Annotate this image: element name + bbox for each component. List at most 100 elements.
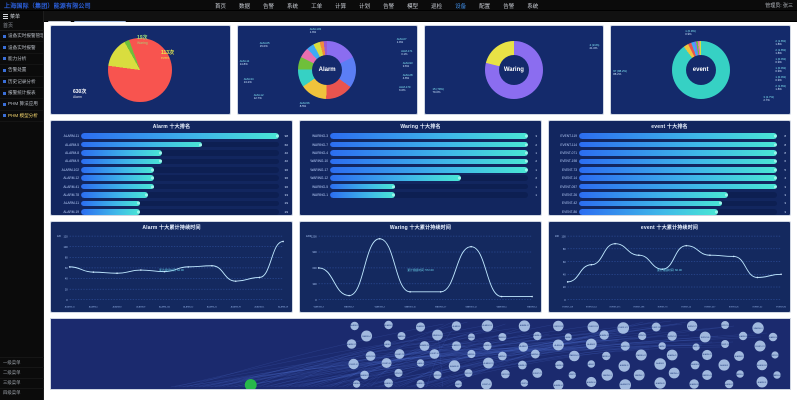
bar-fill	[579, 201, 722, 207]
svg-text:EVENT-119: EVENT-119	[562, 306, 573, 308]
alarm-duration-line: 120 120 100 80 60 40 20 0 累计持续时间: 62.00 ALARM-11 A…	[54, 232, 289, 310]
pie-label-event: 113次 event	[161, 49, 174, 60]
top-nav-item-13[interactable]: 系统	[527, 2, 538, 10]
svg-text:WARING-1: WARING-1	[527, 305, 538, 308]
sidebar-item-4[interactable]: 历史记录分析	[0, 77, 43, 88]
bar-label: ALARM-78	[55, 193, 81, 197]
top-nav-item-7[interactable]: 告警	[383, 2, 394, 10]
top-bar: 上海国际（集团）能源有限公司 首页 数据 告警 系统 工单 计算 计划 告警 模型 巡检 设备 配置告…	[0, 0, 797, 11]
top-nav[interactable]: 首页 数据 告警 系统 工单 计算 计划 告警 模型 巡检 设备 配置 告警 系统	[215, 0, 538, 11]
svg-text:EVENT-73: EVENT-73	[688, 326, 696, 328]
bar-fill	[81, 209, 140, 215]
event-donut-center: event	[693, 67, 709, 73]
sidebar-footer[interactable]: 一级菜单 二级菜单 三级菜单 四级菜单	[0, 357, 44, 398]
sidebar: 菜单 首页 设备实时报警管理 设备实时报警 能力分析 告警处置 历史记录分析 报警统计报表…	[0, 11, 44, 400]
sidebar-footer-item-3[interactable]: 四级菜单	[0, 388, 44, 398]
top-nav-item-12[interactable]: 告警	[503, 2, 514, 10]
svg-text:WARING-4: WARING-4	[375, 305, 386, 308]
sidebar-item-label: 能力分析	[8, 56, 26, 62]
sidebar-item-label: 设备实时报警	[8, 45, 36, 51]
sidebar-item-3[interactable]: 告警处置	[0, 65, 43, 76]
bar-label: EVENT-057	[553, 185, 579, 189]
top-nav-item-2[interactable]: 告警	[263, 2, 274, 10]
sidebar-item-5[interactable]: 报警统计报表	[0, 88, 43, 99]
svg-text:ALARM-102: ALARM-102	[483, 324, 493, 327]
svg-text:ALARM-8: ALARM-8	[417, 325, 425, 328]
bar-row: WARING-7 2	[304, 140, 537, 148]
donut-label-6: ALM-56 8.5%	[300, 102, 310, 109]
waring-donut-center: Waring	[504, 67, 524, 73]
bar-label: WARING-10	[304, 159, 330, 163]
top-nav-item-4[interactable]: 工单	[311, 2, 322, 10]
bar-row: EVENT-071 8	[553, 149, 786, 157]
bar-value: 29	[279, 210, 288, 214]
svg-text:EVENT-114: EVENT-114	[720, 344, 729, 346]
sidebar-item-label: 报警统计报表	[8, 90, 36, 96]
bar-value: 36	[279, 176, 288, 180]
bar-track	[579, 133, 777, 139]
bar-row: ALARM-102 36	[55, 166, 288, 174]
bar-fill	[81, 192, 148, 198]
bar-track	[579, 142, 777, 148]
bar-fill	[81, 184, 154, 190]
bar-fill	[579, 150, 777, 156]
svg-text:WARING-7: WARING-7	[344, 305, 355, 308]
sidebar-footer-item-0[interactable]: 一级菜单	[0, 357, 44, 367]
bar-row: ALARM-41 36	[55, 182, 288, 190]
bullet-icon	[3, 35, 6, 38]
pie-label-Alarm: 630次 Alarm	[73, 88, 86, 99]
svg-text:WARING-3: WARING-3	[754, 327, 763, 330]
svg-text:累计持续时间: 62.00: 累计持续时间: 62.00	[159, 268, 184, 272]
top-nav-item-11[interactable]: 配置	[479, 2, 490, 10]
svg-text:EVENT-071: EVENT-071	[464, 373, 473, 375]
top-nav-item-8[interactable]: 模型	[407, 2, 418, 10]
network-graph[interactable]: ALARM-11 ALARM-5 ALARM-8 ALARM-9 ALARM-102 AL…	[50, 318, 791, 390]
bar-label: ALARM-9	[55, 159, 81, 163]
svg-text:60: 60	[65, 266, 68, 270]
bar-value: 6	[777, 159, 786, 163]
top-nav-item-3[interactable]: 系统	[287, 2, 298, 10]
sidebar-footer-item-2[interactable]: 三级菜单	[0, 378, 44, 388]
top-nav-item-1[interactable]: 数据	[239, 2, 250, 10]
top-nav-item-9[interactable]: 巡检	[431, 2, 442, 10]
svg-text:EVENT-14: EVENT-14	[721, 325, 729, 327]
bar-track	[81, 175, 279, 181]
top-nav-item-6[interactable]: 计划	[359, 2, 370, 10]
bar-label: ALARM-102	[55, 168, 81, 172]
bar-track	[330, 167, 528, 173]
bar-label: WARING-5	[304, 185, 330, 189]
bar-label: ALARM-41	[55, 185, 81, 189]
bar-fill	[81, 142, 202, 148]
svg-text:ALARM-41: ALARM-41	[668, 354, 677, 357]
svg-text:600: 600	[312, 266, 317, 270]
svg-text:WARING-10: WARING-10	[569, 354, 579, 357]
user-label[interactable]: 管理员: 张三	[765, 2, 793, 9]
waring-duration-title: Waring 十大累计持续时间	[300, 222, 541, 231]
bar-label: ALARM-12	[55, 176, 81, 180]
sidebar-footer-item-1[interactable]: 二级菜单	[0, 367, 44, 377]
top-nav-item-10[interactable]: 设备	[455, 2, 466, 10]
svg-text:ALARM-12: ALARM-12	[360, 374, 369, 377]
top-nav-item-5[interactable]: 计算	[335, 2, 346, 10]
svg-text:EVENT-14: EVENT-14	[681, 306, 691, 308]
sidebar-item-list[interactable]: 设备实时报警管理设备实时报警 能力分析告警处置 历史记录分析报警统计报表 PHM 算法…	[0, 31, 43, 122]
svg-text:WARING-5: WARING-5	[497, 305, 508, 308]
svg-text:WARING-4: WARING-4	[670, 372, 679, 375]
sidebar-item-1[interactable]: 设备实时报警	[0, 42, 43, 53]
bar-row: EVENT-86 3	[553, 208, 786, 216]
svg-text:WARING-17: WARING-17	[467, 336, 477, 339]
svg-text:WARING-17: WARING-17	[435, 305, 447, 308]
bar-fill	[579, 209, 718, 215]
svg-text:EVENT-73: EVENT-73	[395, 354, 403, 356]
sidebar-item-label: PHM 模型分析	[8, 113, 38, 119]
svg-text:EVENT-73: EVENT-73	[533, 373, 541, 375]
sidebar-item-6[interactable]: PHM 算法应用	[0, 99, 43, 110]
bar-label: EVENT-26	[553, 193, 579, 197]
dashboard-main: 630次 Alarm 113次 event 19次 Waring Alarm ALM-10…	[44, 22, 797, 400]
sidebar-item-0[interactable]: 设备实时报警管理	[0, 31, 43, 42]
sidebar-item-7[interactable]: PHM 模型分析	[0, 111, 43, 122]
top-nav-item-0[interactable]: 首页	[215, 2, 226, 10]
svg-text:WARING-12: WARING-12	[772, 374, 782, 377]
sidebar-item-2[interactable]: 能力分析	[0, 54, 43, 65]
bar-row: EVENT-057 3	[553, 182, 786, 190]
